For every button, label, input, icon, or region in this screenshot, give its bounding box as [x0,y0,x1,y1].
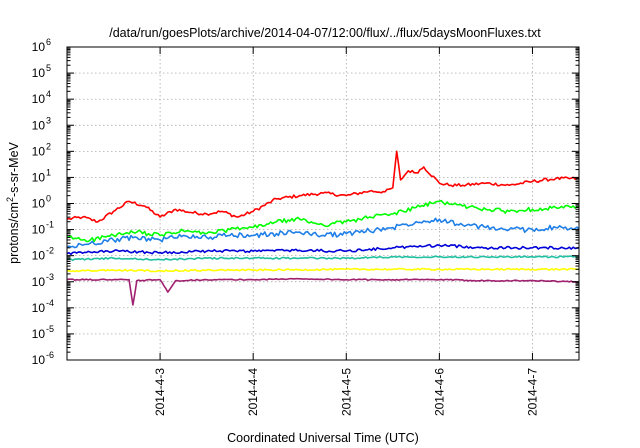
y-tick-label: 10-3 [32,272,54,289]
series-line-5 [66,255,580,262]
y-tick-label: 101 [32,167,51,184]
chart-title: /data/run/goesPlots/archive/2014-04-07/1… [109,26,541,40]
x-tick-labels: 2014-4-3 2014-4-4 2014-4-5 2014-4-6 2014-4-7 [153,368,539,416]
y-tick-label: 10-5 [32,324,54,341]
y-tick-label: 10-6 [32,350,54,367]
series-line-2 [66,199,580,243]
y-tick-label: 10-2 [32,246,54,263]
y-tick-labels: 10-6 10-5 10-4 10-3 10-2 10-1 100 101 102 103 104 1… [32,37,54,367]
y-tick-label: 10-4 [32,298,54,315]
grid [67,47,579,360]
y-tick-label: 104 [32,89,51,106]
y-tick-label: 105 [32,63,51,80]
y-tick-label: 103 [32,115,51,132]
x-tick-label: 2014-4-5 [339,368,353,416]
y-tick-label: 102 [32,141,51,158]
series-layer [66,150,580,306]
series-line-6 [66,267,579,273]
x-tick-label: 2014-4-7 [525,368,539,416]
series-line-1 [66,150,580,223]
x-tick-label: 2014-4-3 [153,368,167,416]
y-tick-label: 106 [32,37,51,54]
series-line-4 [66,243,580,256]
y-axis-label: protons/cm2-s-sr-MeV [5,141,21,263]
x-axis-label: Coordinated Universal Time (UTC) [227,431,419,445]
x-tick-label: 2014-4-4 [246,368,260,416]
y-tick-label: 10-1 [32,220,54,237]
series-line-3 [66,217,580,249]
ticks [67,46,579,361]
y-tick-label: 100 [32,194,51,211]
x-tick-label: 2014-4-6 [432,368,446,416]
series-line-7 [66,277,580,306]
